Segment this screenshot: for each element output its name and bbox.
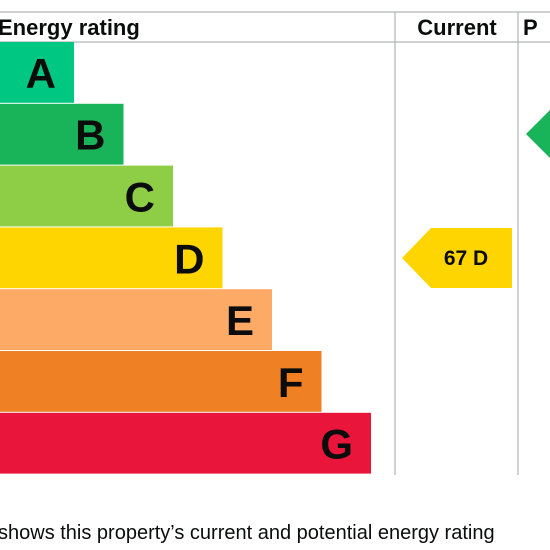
band-d-letter: D bbox=[174, 235, 204, 282]
header-potential: P bbox=[523, 15, 538, 40]
current-rating-arrow: 67 D bbox=[402, 228, 512, 288]
header-energy-rating: Energy rating bbox=[0, 15, 140, 40]
band-f-letter: F bbox=[278, 359, 304, 406]
current-rating-marker bbox=[402, 228, 512, 288]
band-d-bar bbox=[0, 227, 223, 289]
band-c-letter: C bbox=[125, 174, 155, 221]
band-b-letter: B bbox=[75, 112, 105, 159]
band-e-letter: E bbox=[226, 297, 254, 344]
band-f-bar bbox=[0, 351, 322, 412]
band-a-bar bbox=[0, 42, 74, 103]
potential-rating-marker bbox=[526, 110, 550, 158]
caption-text: shows this property’s current and potent… bbox=[0, 522, 495, 544]
header-current: Current bbox=[417, 15, 497, 40]
band-e-bar bbox=[0, 289, 272, 350]
band-c-bar bbox=[0, 165, 173, 227]
band-a-letter: A bbox=[26, 50, 56, 97]
band-g-letter: G bbox=[320, 421, 353, 468]
band-g-bar bbox=[0, 412, 371, 474]
band-b-bar bbox=[0, 103, 124, 165]
table-borders bbox=[0, 11, 550, 475]
current-rating-label: 67 D bbox=[444, 247, 488, 270]
